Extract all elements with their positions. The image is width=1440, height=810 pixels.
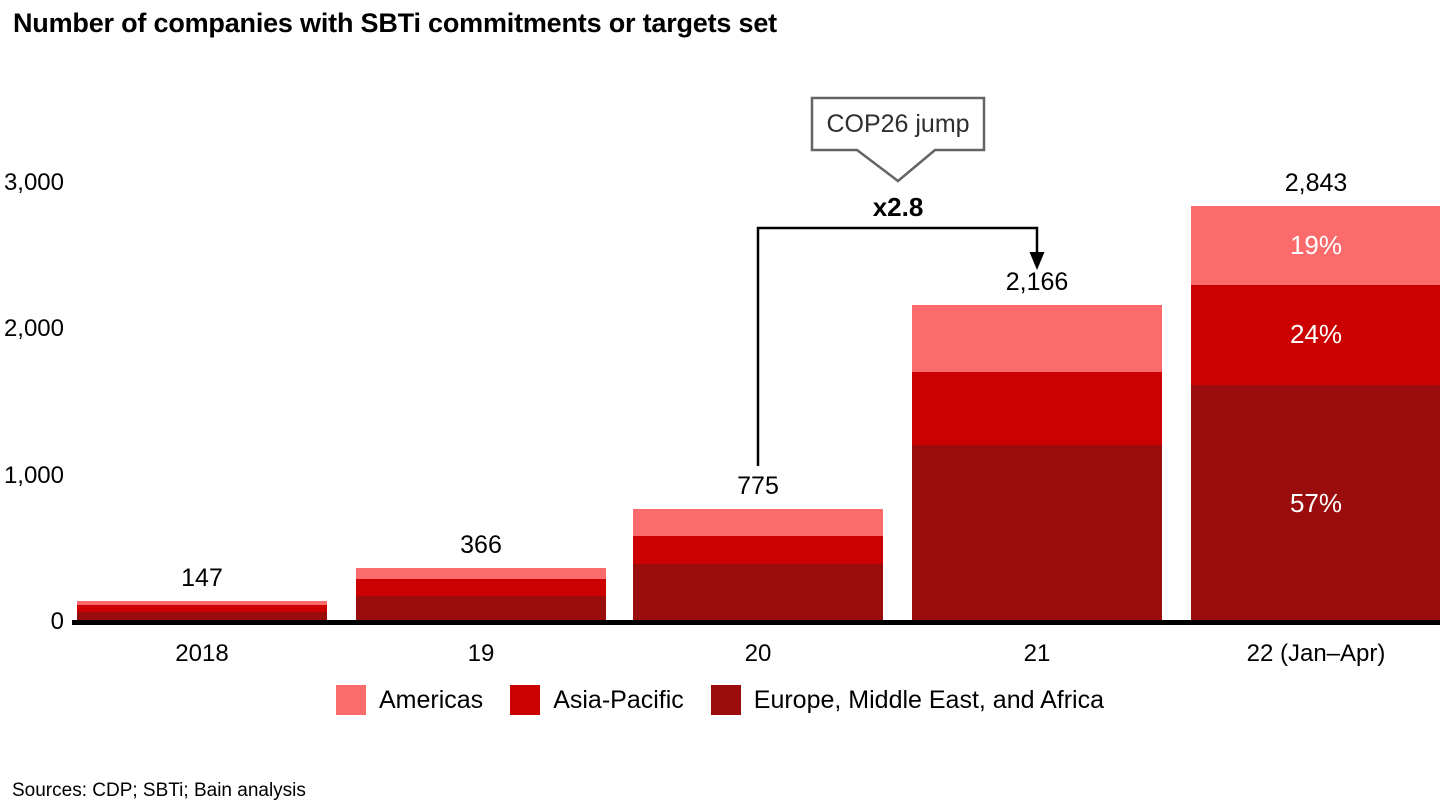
bar-total-label: 2,166 <box>1005 268 1069 297</box>
segment-europe <box>633 564 883 622</box>
segment-americas <box>912 305 1162 373</box>
segment-americas <box>77 600 327 606</box>
legend-item-europe: Europe, Middle East, and Africa <box>710 685 1104 715</box>
sources-note: Sources: CDP; SBTi; Bain analysis <box>12 780 306 801</box>
y-tick-label: 1,000 <box>3 461 64 489</box>
x-tick-label: 19 <box>467 640 495 667</box>
legend-item-asia-pacific: Asia-Pacific <box>510 685 684 715</box>
legend-label: Europe, Middle East, and Africa <box>753 685 1104 714</box>
legend-swatch <box>336 685 366 715</box>
segment-europe <box>356 595 606 622</box>
segment-asia-pacific: 24% <box>1191 285 1440 385</box>
legend-label: Americas <box>379 685 484 714</box>
multiplier-label: x2.8 <box>872 192 924 222</box>
bar-22-jan-apr-: 19% 24% 57% <box>1191 205 1440 622</box>
cop26-callout-label: COP26 jump <box>826 110 970 138</box>
y-tick-label: 0 <box>50 608 64 635</box>
x-tick-label: 22 (Jan–Apr) <box>1246 640 1386 667</box>
segment-percent-label: 57% <box>1289 487 1343 518</box>
bar-total-label: 2,843 <box>1284 168 1348 197</box>
legend-swatch <box>510 685 541 715</box>
segment-europe <box>912 445 1162 622</box>
segment-asia-pacific <box>912 372 1162 446</box>
segment-percent-label: 24% <box>1289 319 1343 350</box>
segment-americas <box>633 508 883 537</box>
legend-item-americas: Americas <box>336 685 483 715</box>
y-tick-label: 2,000 <box>3 315 64 343</box>
legend-label: Asia-Pacific <box>553 685 684 714</box>
segment-asia-pacific <box>356 579 606 596</box>
bar-total-label: 147 <box>181 563 223 592</box>
y-tick-label: 3,000 <box>3 169 64 196</box>
bar-total-label: 366 <box>460 531 502 560</box>
segment-americas <box>356 568 606 580</box>
x-axis-line <box>72 620 1440 625</box>
bar-21 <box>912 305 1162 622</box>
chart-title: Number of companies with SBTi commitment… <box>13 8 777 38</box>
x-tick-label: 21 <box>1023 640 1051 667</box>
segment-asia-pacific <box>633 536 883 565</box>
bar-2018 <box>77 600 327 623</box>
segment-europe <box>77 611 327 622</box>
segment-europe: 57% <box>1191 384 1440 622</box>
segment-asia-pacific <box>77 605 327 612</box>
segment-americas: 19% <box>1191 205 1440 285</box>
bar-20 <box>633 508 883 622</box>
bar-total-label: 775 <box>737 471 779 500</box>
legend: Americas Asia-Pacific Europe, Middle East,… <box>0 685 1440 715</box>
x-tick-label: 2018 <box>175 640 229 667</box>
legend-swatch <box>710 685 741 715</box>
segment-percent-label: 19% <box>1289 229 1343 260</box>
bar-19 <box>356 568 606 622</box>
x-tick-label: 20 <box>744 640 772 667</box>
